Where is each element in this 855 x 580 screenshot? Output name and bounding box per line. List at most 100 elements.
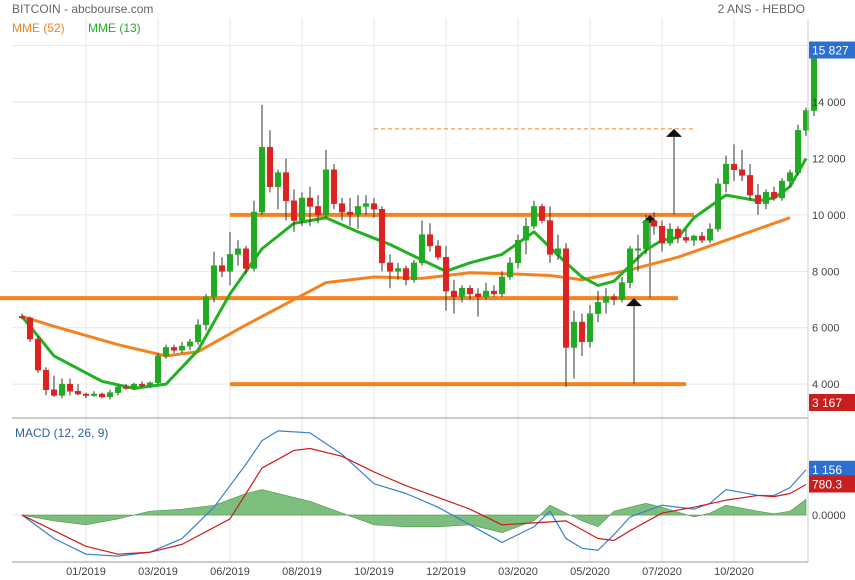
- x-tick-label: 10/2019: [354, 566, 394, 578]
- candle-body: [258, 146, 266, 213]
- signal-value-badge: 780.3: [812, 477, 842, 491]
- candle-body: [290, 200, 298, 221]
- x-tick-label: 06/2019: [210, 566, 250, 578]
- candle-body: [234, 248, 242, 255]
- candle-body: [666, 228, 674, 244]
- candle-body: [650, 220, 658, 227]
- candle-body: [282, 172, 290, 202]
- candle-body: [610, 296, 618, 300]
- candle-body: [626, 248, 634, 283]
- candle-body: [762, 192, 770, 204]
- candle-body: [210, 265, 218, 297]
- candle-body: [562, 248, 570, 348]
- candle-body: [706, 228, 714, 241]
- candle-body: [522, 225, 530, 241]
- candle-body: [42, 369, 50, 391]
- candle-body: [114, 386, 122, 393]
- macd-label: MACD (12, 26, 9): [15, 426, 108, 440]
- candle-body: [90, 393, 98, 396]
- last-price-badge: 15 827: [812, 44, 849, 58]
- candle-body: [154, 355, 162, 383]
- candle-body: [498, 276, 506, 295]
- candle-body: [402, 268, 410, 281]
- candle-body: [714, 183, 722, 230]
- candle-body: [698, 235, 706, 241]
- low-price-badge-bg: [809, 394, 855, 411]
- candle-body: [170, 347, 178, 351]
- arrow-head: [666, 128, 682, 137]
- candle-body: [386, 262, 394, 272]
- candle-body: [378, 209, 386, 264]
- candle-body: [674, 228, 682, 238]
- chart-period: 2 ANS - HEBDO: [718, 2, 805, 16]
- signal-value-badge-bg: [809, 475, 855, 493]
- y-tick-label: 4 000: [812, 379, 840, 391]
- candle-body: [778, 180, 786, 199]
- candle-body: [330, 169, 338, 204]
- candle-body: [730, 163, 738, 171]
- last-price-badge-bg: [809, 41, 855, 59]
- candle-body: [786, 172, 794, 182]
- candle-body: [642, 220, 650, 249]
- candle-body: [594, 302, 602, 314]
- candle-body: [202, 296, 210, 326]
- candle-body: [186, 341, 194, 347]
- candle-body: [658, 225, 666, 244]
- candle-body: [578, 321, 586, 343]
- macd-line: [21, 430, 807, 557]
- y-tick-label: 6 000: [812, 323, 840, 335]
- candle-body: [490, 290, 498, 295]
- signal-line: [21, 447, 807, 555]
- x-tick-label: 07/2020: [642, 566, 682, 578]
- y-tick-label: 10 000: [812, 210, 846, 222]
- candle-body: [546, 220, 554, 255]
- candle-body: [554, 248, 562, 255]
- candle-body: [802, 110, 810, 131]
- candle-body: [266, 146, 274, 187]
- candle-body: [434, 245, 442, 258]
- candle-body: [50, 389, 58, 396]
- candle-body: [538, 206, 546, 221]
- grid: [12, 18, 808, 562]
- candle-body: [226, 254, 234, 272]
- candle-body: [690, 235, 698, 241]
- candle-body: [426, 234, 434, 247]
- candle-body: [394, 268, 402, 272]
- candle-body: [82, 393, 90, 396]
- candle-body: [130, 383, 138, 389]
- candle-body: [74, 390, 82, 395]
- macd-zero-label: 0.0000: [812, 510, 846, 522]
- candle-body: [354, 206, 362, 216]
- chart-title: BITCOIN - abcbourse.com: [12, 2, 153, 16]
- candle-body: [602, 296, 610, 303]
- candle-body: [530, 206, 538, 227]
- candle-body: [362, 203, 370, 207]
- candle-body: [106, 392, 114, 398]
- candle-body: [194, 324, 202, 343]
- candle-body: [738, 169, 746, 176]
- macd-panel: [21, 430, 807, 557]
- candle-body: [58, 383, 66, 396]
- candle-body: [770, 192, 778, 199]
- candle-body: [306, 197, 314, 207]
- candle-body: [450, 290, 458, 297]
- y-tick-label: 8 000: [812, 266, 840, 278]
- candle-body: [418, 234, 426, 264]
- candle-body: [162, 347, 170, 357]
- candle-body: [66, 383, 74, 392]
- candle-body: [370, 203, 378, 210]
- candle-body: [218, 265, 226, 272]
- macd-value-badge-bg: [809, 460, 855, 478]
- macd-histogram: [21, 489, 807, 533]
- candle-body: [506, 262, 514, 278]
- low-price-badge: 3 167: [812, 396, 842, 410]
- candle-body: [146, 382, 154, 386]
- x-tick-label: 12/2019: [426, 566, 466, 578]
- macd-value-badge: 1 156: [812, 463, 842, 477]
- legend-ema13: MME (13): [88, 21, 141, 35]
- candle-body: [442, 256, 450, 292]
- candle-body: [482, 290, 490, 297]
- candle-body: [474, 293, 482, 297]
